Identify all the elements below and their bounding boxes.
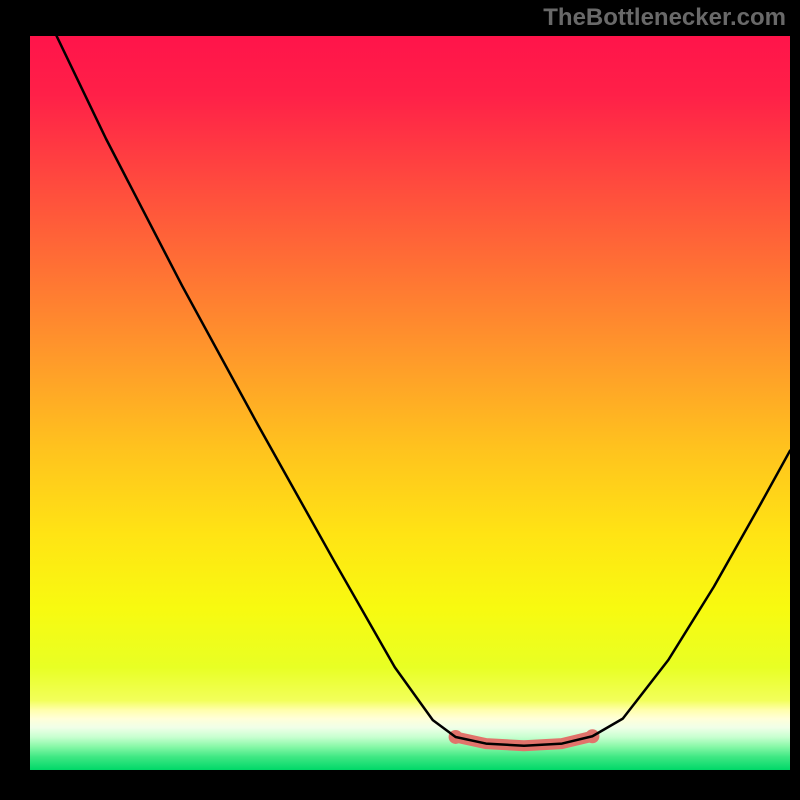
- gradient-background: [30, 36, 790, 770]
- attribution-text: TheBottlenecker.com: [543, 4, 786, 32]
- chart-frame: TheBottlenecker.com: [0, 0, 800, 800]
- plot-area: [30, 36, 790, 770]
